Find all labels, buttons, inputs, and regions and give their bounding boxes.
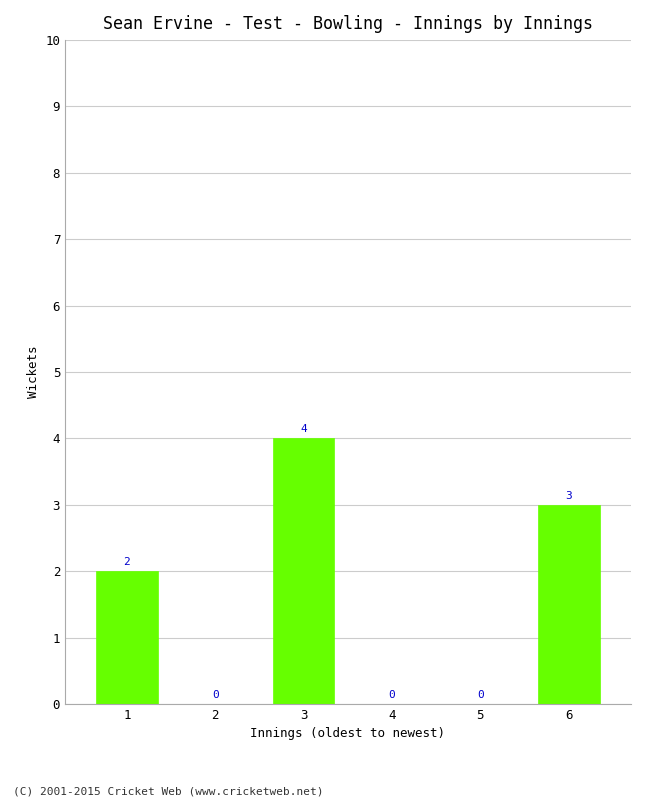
Text: (C) 2001-2015 Cricket Web (www.cricketweb.net): (C) 2001-2015 Cricket Web (www.cricketwe… — [13, 786, 324, 796]
Text: 2: 2 — [124, 558, 130, 567]
Y-axis label: Wickets: Wickets — [27, 346, 40, 398]
Text: 0: 0 — [212, 690, 218, 700]
Text: 0: 0 — [389, 690, 395, 700]
Bar — [272, 438, 335, 704]
Title: Sean Ervine - Test - Bowling - Innings by Innings: Sean Ervine - Test - Bowling - Innings b… — [103, 15, 593, 33]
X-axis label: Innings (oldest to newest): Innings (oldest to newest) — [250, 727, 445, 741]
Text: 0: 0 — [477, 690, 484, 700]
Bar — [96, 571, 158, 704]
Bar — [538, 505, 599, 704]
Text: 4: 4 — [300, 425, 307, 434]
Text: 3: 3 — [566, 491, 572, 501]
